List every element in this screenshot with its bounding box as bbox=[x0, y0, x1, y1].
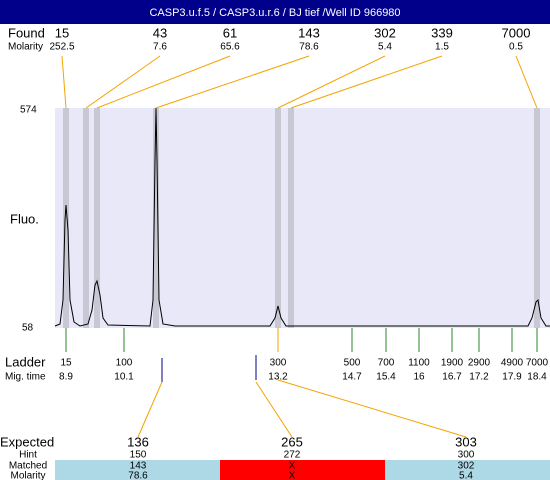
peak-connector bbox=[277, 55, 386, 109]
found-molarity: 65.6 bbox=[220, 42, 240, 53]
found-size: 143 bbox=[298, 25, 320, 40]
peak-band bbox=[275, 108, 281, 328]
trace bbox=[54, 107, 550, 327]
found-molarity: 252.5 bbox=[49, 42, 74, 53]
ladder-time: 17.9 bbox=[502, 372, 522, 383]
ladder-size: 7000 bbox=[526, 358, 549, 369]
molarity-label: Molarity bbox=[8, 42, 43, 53]
mig-time-label: Mig. time bbox=[5, 372, 46, 383]
found-size: 43 bbox=[153, 25, 167, 40]
peak-band bbox=[153, 108, 159, 328]
found-molarity: 5.4 bbox=[378, 42, 392, 53]
matched-label: Matched bbox=[9, 461, 47, 472]
ladder-size: 4900 bbox=[501, 358, 524, 369]
matched: 302 bbox=[458, 461, 475, 472]
ladder-time: 16.7 bbox=[442, 372, 462, 383]
found-molarity: 7.6 bbox=[153, 42, 167, 53]
y-top: 574 bbox=[20, 105, 37, 116]
found-size: 15 bbox=[55, 25, 69, 40]
peak-connector bbox=[155, 55, 310, 109]
ladder-time: 15.4 bbox=[376, 372, 396, 383]
peak-band bbox=[534, 108, 540, 328]
peak-band bbox=[288, 108, 294, 328]
peak-connector bbox=[290, 55, 443, 109]
ladder-time: 8.9 bbox=[59, 372, 73, 383]
cell-bg bbox=[220, 460, 385, 480]
peak-connector bbox=[96, 55, 231, 109]
cell-bg bbox=[55, 460, 220, 480]
connector bbox=[277, 379, 467, 438]
expected-label: Expected bbox=[0, 434, 54, 449]
matched: X bbox=[289, 461, 296, 472]
ladder-time: 17.2 bbox=[469, 372, 489, 383]
ladder-size: 500 bbox=[344, 358, 361, 369]
ladder-time: 14.7 bbox=[342, 372, 362, 383]
header-bar bbox=[0, 0, 550, 24]
peak-connector bbox=[85, 55, 161, 109]
found-size: 7000 bbox=[502, 25, 531, 40]
found-size: 61 bbox=[223, 25, 237, 40]
hint: 150 bbox=[130, 450, 147, 461]
ladder-time: 16 bbox=[413, 372, 425, 383]
hint: 272 bbox=[284, 450, 301, 461]
ladder-time: 13.2 bbox=[268, 372, 288, 383]
found-label: Found bbox=[8, 25, 45, 40]
matched-molarity: 5.4 bbox=[459, 471, 473, 480]
found-molarity: 0.5 bbox=[509, 42, 523, 53]
connector bbox=[255, 381, 293, 438]
ladder-size: 1900 bbox=[441, 358, 464, 369]
ladder-label: Ladder bbox=[5, 354, 46, 369]
y-bottom: 58 bbox=[22, 323, 34, 334]
expected-size: 265 bbox=[281, 434, 303, 449]
found-molarity: 1.5 bbox=[435, 42, 449, 53]
plot-area bbox=[55, 108, 550, 328]
ladder-size: 1100 bbox=[408, 358, 430, 369]
cell-bg bbox=[385, 460, 550, 480]
expected-size: 303 bbox=[455, 434, 477, 449]
ladder-size: 100 bbox=[116, 358, 133, 369]
expected-size: 136 bbox=[127, 434, 149, 449]
ladder-size: 2900 bbox=[468, 358, 491, 369]
matched-molarity: 78.6 bbox=[128, 471, 148, 480]
ladder-time: 10.1 bbox=[114, 372, 134, 383]
found-size: 302 bbox=[374, 25, 396, 40]
peak-connector bbox=[61, 55, 67, 109]
header-title: CASP3.u.f.5 / CASP3.u.r.6 / BJ tief /Wel… bbox=[149, 7, 400, 19]
peak-band bbox=[94, 108, 100, 328]
matched-molarity: X bbox=[289, 471, 296, 480]
peak-band bbox=[63, 108, 69, 328]
connector bbox=[137, 381, 163, 438]
ladder-size: 300 bbox=[270, 358, 287, 369]
molarity-label: Molarity bbox=[10, 471, 45, 480]
peak-band bbox=[83, 108, 89, 328]
found-size: 339 bbox=[431, 25, 453, 40]
hint-label: Hint bbox=[19, 450, 37, 461]
y-label: Fluo. bbox=[10, 211, 39, 226]
ladder-size: 700 bbox=[378, 358, 395, 369]
ladder-time: 18.4 bbox=[527, 372, 547, 383]
hint: 300 bbox=[458, 450, 475, 461]
found-molarity: 78.6 bbox=[299, 42, 319, 53]
ladder-size: 15 bbox=[60, 358, 72, 369]
peak-connector bbox=[515, 55, 538, 109]
matched: 143 bbox=[130, 461, 147, 472]
